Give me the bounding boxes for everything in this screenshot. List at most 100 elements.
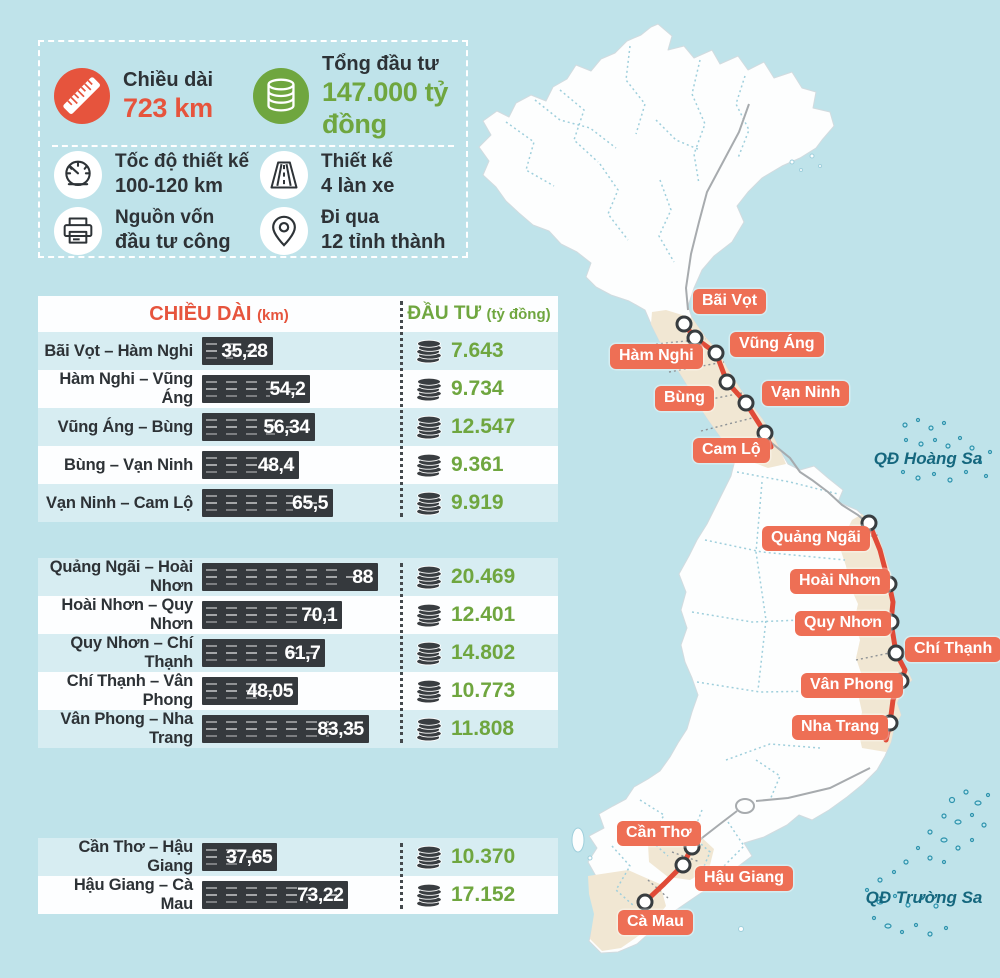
investment-cell: 11.808 <box>400 717 558 742</box>
money-print-icon <box>54 206 102 255</box>
length-bar: 48,4 <box>202 451 299 479</box>
sea-label-hoang-sa: QĐ Hoàng Sa <box>874 449 983 468</box>
map-label-chip: Hoài Nhơn <box>790 569 890 594</box>
coins-icon <box>253 68 309 125</box>
segment-name: Hậu Giang – Cà Mau <box>73 876 193 913</box>
coins-icon <box>414 415 444 440</box>
map-label-chip: Vạn Ninh <box>762 381 850 406</box>
map-label-chip: Hàm Nghi <box>610 344 703 369</box>
stat-label: Tốc độ thiết kế <box>115 151 250 173</box>
map-label-chip: Vũng Áng <box>730 332 824 357</box>
stat-item: Chiều dài 723 km <box>54 68 253 125</box>
investment-value: 7.643 <box>451 339 504 362</box>
investment-value: 14.802 <box>451 641 516 664</box>
length-bar: 54,2 <box>202 375 310 403</box>
length-bar: 35,28 <box>202 337 273 365</box>
table-row: Bãi Vọt – Hàm Nghi 35,28 7.643 <box>38 332 558 370</box>
investment-cell: 7.643 <box>400 339 558 364</box>
coins-icon <box>414 339 444 364</box>
stat-label: Đi qua <box>321 207 380 229</box>
stat-item: Thiết kế 4 làn xe <box>260 150 452 199</box>
segment-name: Quy Nhơn – Chí Thạnh <box>70 634 193 671</box>
map-label-chip: Quảng Ngãi <box>762 526 870 551</box>
investment-value: 9.734 <box>451 377 504 400</box>
stat-label: Tổng đầu tư <box>322 53 439 75</box>
map-label-chip: Bãi Vọt <box>693 289 767 314</box>
stat-value: 100-120 km <box>115 175 223 198</box>
truong-sa-islands <box>864 789 991 937</box>
coins-icon <box>414 377 444 402</box>
stats-divider <box>52 144 454 147</box>
investment-cell: 9.734 <box>400 377 558 402</box>
segment-name: Vạn Ninh – Cam Lộ <box>46 493 193 512</box>
coins-icon <box>414 717 444 742</box>
stat-value: 12 tỉnh thành <box>321 231 446 254</box>
coins-icon <box>414 491 444 516</box>
table-row: Hoài Nhơn – Quy Nhơn 70,1 12.401 <box>38 596 558 634</box>
investment-value: 10.370 <box>451 845 516 868</box>
table-row: Quy Nhơn – Chí Thạnh 61,7 14.802 <box>38 634 558 672</box>
coins-icon <box>414 603 444 628</box>
investment-value: 10.773 <box>451 679 516 702</box>
map-label-chip: Cam Lộ <box>693 438 770 463</box>
location-pin-icon <box>260 206 308 255</box>
table-header: CHIỀU DÀI (km) ĐẦU TƯ (tỷ đồng) <box>38 296 558 332</box>
investment-value: 12.547 <box>451 415 516 438</box>
stat-item: Tốc độ thiết kế 100-120 km <box>54 150 260 199</box>
investment-cell: 9.361 <box>400 453 558 478</box>
length-header-unit: (km) <box>257 306 289 324</box>
stat-label: Thiết kế <box>321 151 393 173</box>
length-column-header: CHIỀU DÀI (km) <box>38 303 400 326</box>
length-bar: 65,5 <box>202 489 333 517</box>
stats-panel: Chiều dài 723 km Tổng đầu tư 147.000 tỷ … <box>38 40 468 258</box>
coins-icon <box>414 845 444 870</box>
stat-value: 723 km <box>123 93 213 124</box>
stats-secondary-grid: Tốc độ thiết kế 100-120 km Thiết kế 4 là… <box>54 150 452 255</box>
length-bar: 73,22 <box>202 881 348 909</box>
map-label-chip: Vân Phong <box>801 673 903 698</box>
province-borders <box>505 45 881 907</box>
table-row: Quảng Ngãi – Hoài Nhơn 88 20.469 <box>38 558 558 596</box>
table-row: Cần Thơ – Hậu Giang 37,65 10.370 <box>38 838 558 876</box>
map-label-chip: Chí Thạnh <box>905 637 1000 662</box>
investment-value: 11.808 <box>451 717 515 740</box>
segment-name: Vũng Áng – Bùng <box>57 417 194 436</box>
length-bar: 61,7 <box>202 639 325 667</box>
investment-column-header: ĐẦU TƯ (tỷ đồng) <box>400 303 558 325</box>
length-bar: 48,05 <box>202 677 298 705</box>
map-label-chip: Nha Trang <box>792 715 889 740</box>
segments-table-north: CHIỀU DÀI (km) ĐẦU TƯ (tỷ đồng) Bãi Vọt … <box>38 296 558 522</box>
map-label-chip: Quy Nhơn <box>795 611 892 636</box>
map-label-chip: Cà Mau <box>618 910 693 935</box>
investment-cell: 14.802 <box>400 641 558 666</box>
investment-cell: 12.401 <box>400 603 558 628</box>
coastal-islands <box>571 153 822 932</box>
coins-icon <box>414 453 444 478</box>
table-row: Vạn Ninh – Cam Lộ 65,5 9.919 <box>38 484 558 522</box>
investment-header-unit: (tỷ đồng) <box>486 306 551 323</box>
table-row: Hàm Nghi – Vũng Áng 54,2 9.734 <box>38 370 558 408</box>
segment-name: Vân Phong – Nha Trang <box>60 710 193 747</box>
investment-value: 17.152 <box>451 883 516 906</box>
stats-primary-row: Chiều dài 723 km Tổng đầu tư 147.000 tỷ … <box>54 52 452 141</box>
stat-label: Nguồn vốn <box>115 207 215 229</box>
stat-item: Tổng đầu tư 147.000 tỷ đồng <box>253 52 452 141</box>
length-bar: 88 <box>202 563 378 591</box>
sea-label-truong-sa: QĐ Trường Sa <box>866 888 983 907</box>
length-bar: 83,35 <box>202 715 369 743</box>
stat-item: Đi qua 12 tỉnh thành <box>260 206 452 255</box>
table-row: Vân Phong – Nha Trang 83,35 11.808 <box>38 710 558 748</box>
length-bar: 70,1 <box>202 601 342 629</box>
investment-cell: 12.547 <box>400 415 558 440</box>
hoang-sa-islands <box>900 417 993 483</box>
investment-cell: 20.469 <box>400 565 558 590</box>
map-label-chip: Cần Thơ <box>617 821 701 846</box>
stat-value: 4 làn xe <box>321 175 395 198</box>
investment-header-label: ĐẦU TƯ <box>407 303 482 324</box>
segment-name: Bùng – Vạn Ninh <box>63 455 193 474</box>
investment-value: 20.469 <box>451 565 516 588</box>
map-label-chip: Bùng <box>655 386 714 411</box>
length-bar: 56,34 <box>202 413 315 441</box>
road-lanes-icon <box>260 150 308 199</box>
